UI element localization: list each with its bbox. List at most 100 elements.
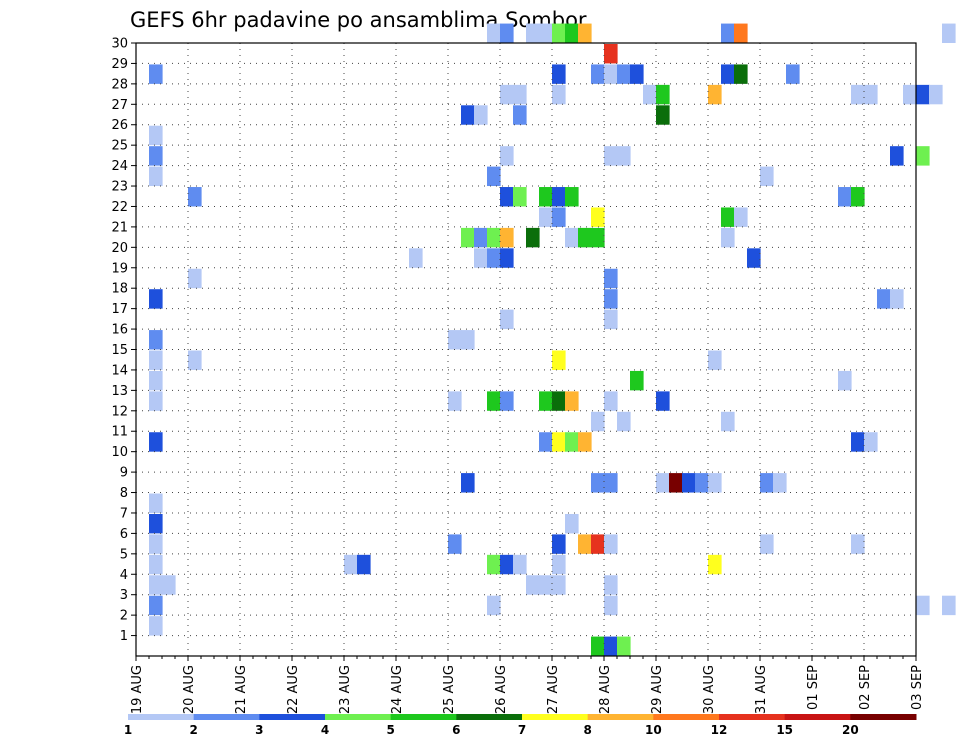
heatmap-cell <box>916 146 930 166</box>
colorbar-swatch <box>653 714 720 720</box>
heatmap-cell <box>448 391 462 411</box>
y-tick-label: 6 <box>120 527 128 542</box>
heatmap-cell <box>786 64 800 84</box>
heatmap-cell <box>656 84 670 105</box>
heatmap-cell <box>552 432 566 452</box>
heatmap-cell <box>500 391 514 411</box>
heatmap-cell <box>552 575 566 595</box>
colorbar-swatch <box>259 714 326 720</box>
heatmap-cell <box>552 64 566 84</box>
heatmap-cell <box>448 330 462 350</box>
heatmap-cell <box>656 473 670 493</box>
y-tick-label: 27 <box>111 98 128 113</box>
heatmap-cell <box>578 534 592 554</box>
heatmap-cell <box>565 432 579 452</box>
colorbar-label: 15 <box>776 723 793 737</box>
heatmap-cell <box>409 248 423 268</box>
heatmap-cell <box>721 23 735 43</box>
heatmap-cell <box>149 125 163 146</box>
heatmap-cell <box>591 534 605 554</box>
colorbar-label: 2 <box>189 723 197 737</box>
heatmap-cell <box>500 23 514 43</box>
heatmap-cell <box>149 595 163 616</box>
heatmap-cell <box>734 207 748 227</box>
heatmap-cell <box>760 534 774 554</box>
heatmap-cell <box>552 23 566 43</box>
heatmap-cell <box>461 330 475 350</box>
heatmap-cell <box>149 493 163 513</box>
heatmap-cell <box>721 64 735 84</box>
heatmap-cell <box>721 207 735 227</box>
heatmap-cell <box>500 554 514 575</box>
heatmap-cell <box>591 64 605 84</box>
heatmap-cell <box>578 227 592 248</box>
heatmap-cell <box>487 166 501 187</box>
heatmap-cell <box>448 534 462 554</box>
heatmap-cell <box>461 105 475 125</box>
heatmap-cell <box>604 309 618 330</box>
colorbar: 1 2 3 4 5 6 7 8 10 12 15 20 <box>124 714 917 737</box>
y-tick-label: 26 <box>111 118 128 133</box>
heatmap-cell <box>734 23 748 43</box>
y-tick-label: 7 <box>120 506 128 521</box>
heatmap-cell <box>461 227 475 248</box>
colorbar-swatch <box>193 714 260 720</box>
heatmap-cell <box>578 432 592 452</box>
heatmap-cell <box>474 227 488 248</box>
heatmap-cell <box>461 473 475 493</box>
heatmap-cell <box>604 473 618 493</box>
heatmap-cell <box>565 227 579 248</box>
heatmap-cell <box>916 84 930 105</box>
colorbar-label: 10 <box>645 723 662 737</box>
heatmap-cell <box>851 432 865 452</box>
heatmap-cell <box>617 146 631 166</box>
heatmap-cell <box>149 554 163 575</box>
heatmap-cell <box>604 595 618 616</box>
heatmap-cell <box>500 84 514 105</box>
y-tick-label: 13 <box>111 384 128 399</box>
colorbar-swatch <box>587 714 654 720</box>
heatmap-cell <box>708 554 722 575</box>
heatmap-cell <box>604 64 618 84</box>
x-tick-label: 19 AUG <box>130 665 145 714</box>
heatmap-cell <box>526 575 540 595</box>
y-tick-label: 2 <box>120 609 128 624</box>
heatmap-cell <box>721 411 735 432</box>
heatmap-cell <box>149 64 163 84</box>
heatmap-cell <box>838 187 852 207</box>
heatmap-cell <box>539 575 553 595</box>
x-tick-label: 27 AUG <box>546 665 561 714</box>
y-tick-label: 14 <box>111 363 128 378</box>
heatmap-cell <box>474 105 488 125</box>
cells-layer <box>149 23 956 656</box>
heatmap-cell <box>630 370 644 391</box>
heatmap-cell <box>630 64 644 84</box>
heatmap-cell <box>838 370 852 391</box>
y-axis: 1234567891011121314151617181920212223242… <box>111 37 136 644</box>
heatmap-cell <box>747 248 761 268</box>
heatmap-cell <box>149 330 163 350</box>
heatmap-cell <box>539 187 553 207</box>
heatmap-cell <box>903 84 917 105</box>
colorbar-swatch <box>850 714 917 720</box>
heatmap-cell <box>617 636 631 656</box>
heatmap-cell <box>500 187 514 207</box>
heatmap-cell <box>500 227 514 248</box>
x-tick-label: 01 SEP <box>806 665 821 710</box>
heatmap-cell <box>591 636 605 656</box>
heatmap-cell <box>552 84 566 105</box>
heatmap-cell <box>604 44 618 64</box>
colorbar-label: 20 <box>842 723 859 737</box>
heatmap-cell <box>942 595 956 616</box>
y-tick-label: 28 <box>111 77 128 92</box>
x-tick-label: 26 AUG <box>494 665 509 714</box>
heatmap-cell <box>591 227 605 248</box>
heatmap-cell <box>565 391 579 411</box>
y-tick-label: 5 <box>120 547 128 562</box>
heatmap-cell <box>708 350 722 370</box>
heatmap-cell <box>604 146 618 166</box>
colorbar-label: 3 <box>255 723 263 737</box>
heatmap-cell <box>617 411 631 432</box>
colorbar-swatch <box>325 714 392 720</box>
